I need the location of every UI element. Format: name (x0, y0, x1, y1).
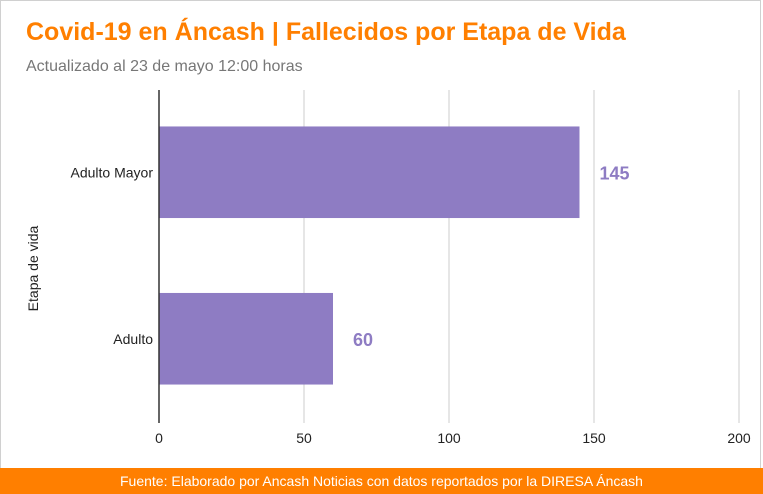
bar (159, 126, 580, 219)
chart-frame (0, 0, 761, 468)
x-tick-label: 100 (437, 430, 461, 446)
source-footer: Fuente: Elaborado por Ancash Noticias co… (0, 468, 763, 494)
bar (159, 292, 333, 385)
y-tick-label: Adulto (113, 331, 153, 347)
x-tick-label: 0 (155, 430, 163, 446)
x-tick-label: 200 (727, 430, 751, 446)
chart-subtitle: Actualizado al 23 de mayo 12:00 horas (26, 58, 303, 75)
x-tick-label: 50 (296, 430, 312, 446)
y-tick-label: Adulto Mayor (71, 164, 154, 180)
x-tick-label: 150 (582, 430, 606, 446)
chart-title: Covid-19 en Áncash | Fallecidos por Etap… (26, 18, 626, 46)
data-label: 145 (600, 163, 630, 183)
bar-chart: 0 50 100 150 200 Adulto Mayor 145 Adulto 60 Etapa… (25, 90, 751, 446)
y-axis-title: Etapa de vida (25, 225, 41, 311)
data-label: 60 (353, 330, 373, 350)
